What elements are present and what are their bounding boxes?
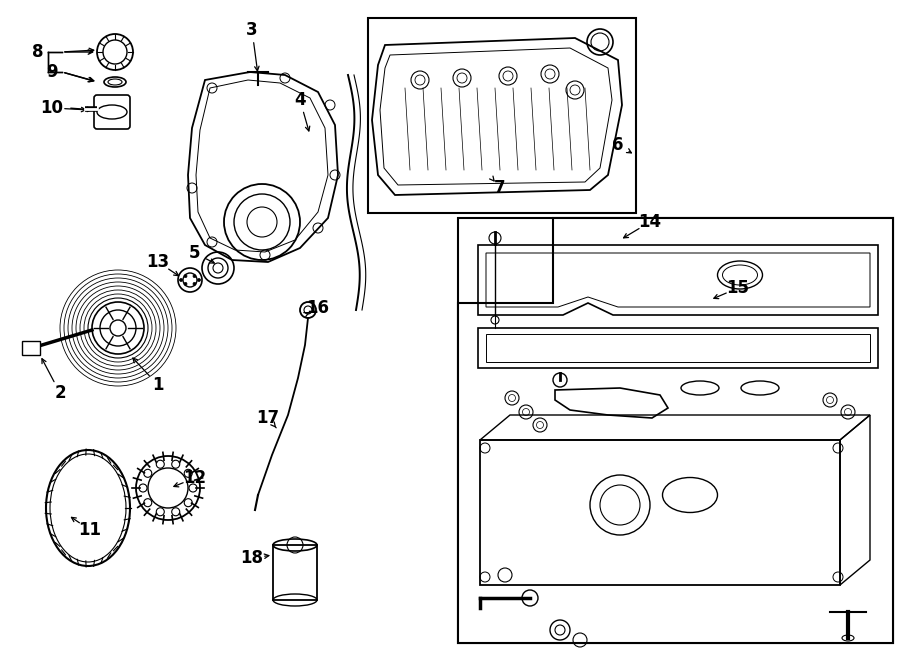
Text: 8: 8	[32, 43, 44, 61]
Text: 1: 1	[152, 376, 164, 394]
Text: 11: 11	[78, 521, 102, 539]
Text: 6: 6	[612, 136, 624, 154]
Circle shape	[184, 282, 187, 286]
Circle shape	[193, 282, 196, 286]
Text: 13: 13	[147, 253, 169, 271]
Text: 12: 12	[184, 469, 207, 487]
Polygon shape	[458, 218, 893, 643]
Text: 15: 15	[726, 279, 750, 297]
Text: 18: 18	[240, 549, 264, 567]
Text: 3: 3	[247, 21, 257, 39]
Text: 7: 7	[494, 179, 506, 197]
Circle shape	[184, 274, 187, 278]
Text: 4: 4	[294, 91, 306, 109]
Circle shape	[179, 278, 183, 282]
Bar	[480, 440, 840, 585]
Text: 5: 5	[189, 244, 201, 262]
Bar	[22, 341, 40, 355]
Circle shape	[197, 278, 201, 282]
Bar	[368, 18, 636, 213]
Text: 14: 14	[638, 213, 662, 231]
Text: 17: 17	[256, 409, 280, 427]
Text: 16: 16	[307, 299, 329, 317]
Circle shape	[193, 274, 196, 278]
Bar	[273, 545, 317, 600]
Text: 10: 10	[40, 99, 64, 117]
Text: 9: 9	[46, 63, 58, 81]
Text: 2: 2	[54, 384, 66, 402]
Bar	[458, 218, 893, 643]
FancyBboxPatch shape	[94, 95, 130, 129]
